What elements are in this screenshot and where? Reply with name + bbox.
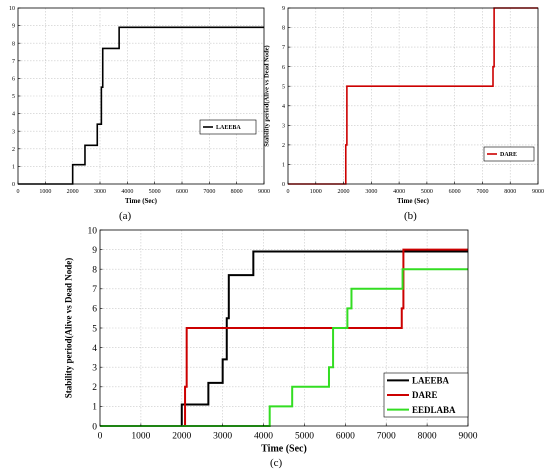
y-tick-label-c-5: 5 (92, 324, 97, 334)
legend-label-a-laeeba: LAEEBA (216, 125, 241, 131)
y-tick-label-a-10: 10 (9, 6, 15, 12)
x-tick-label-c-6: 6000 (336, 432, 355, 442)
y-tick-label-c-9: 9 (92, 246, 97, 256)
x-tick-label-c-5: 5000 (295, 432, 314, 442)
y-tick-label-a-2: 2 (12, 147, 15, 153)
y-tick-label-a-8: 8 (12, 41, 15, 47)
x-tick-label-a-3: 3000 (94, 189, 106, 195)
x-tick-label-a-4: 4000 (121, 189, 133, 195)
x-tick-label-b-6: 6000 (449, 189, 461, 195)
x-axis-label-a: Time (Sec) (125, 197, 158, 205)
x-tick-label-b-2: 2000 (338, 189, 350, 195)
y-tick-label-c-0: 0 (92, 422, 97, 432)
x-axis-label-c: Time (Sec) (261, 444, 307, 455)
series-line-c-laeeba (100, 250, 468, 427)
y-tick-label-b-0: 0 (282, 182, 285, 188)
x-tick-label-b-4: 4000 (393, 189, 405, 195)
y-tick-label-b-9: 9 (282, 6, 285, 12)
series-line-b-dare (288, 7, 538, 185)
y-tick-label-a-6: 6 (12, 77, 15, 83)
caption-b: (b) (404, 210, 417, 222)
y-tick-label-c-3: 3 (92, 364, 97, 374)
y-tick-label-a-0: 0 (12, 182, 15, 188)
legend-label-c-dare: DARE (412, 390, 438, 400)
x-tick-label-c-0: 0 (98, 432, 103, 442)
y-tick-label-a-7: 7 (12, 59, 15, 65)
x-tick-label-a-1: 1000 (39, 189, 51, 195)
series-line-c-eedlaba (100, 268, 468, 427)
caption-a: (a) (119, 210, 132, 222)
y-tick-label-c-4: 4 (92, 344, 97, 354)
x-tick-label-a-0: 0 (17, 189, 20, 195)
x-tick-label-b-0: 0 (287, 189, 290, 195)
x-tick-label-b-5: 5000 (421, 189, 433, 195)
x-tick-label-a-2: 2000 (67, 189, 79, 195)
y-tick-label-a-5: 5 (12, 94, 15, 100)
y-tick-label-a-3: 3 (12, 129, 15, 135)
chart-panel-b: 0 1000 2000 3000 4000 5000 6000 7000 8000 9000 0 1 2… (263, 6, 544, 205)
y-tick-label-b-2: 2 (282, 143, 285, 149)
x-tick-label-c-9: 9000 (459, 432, 478, 442)
y-tick-label-b-3: 3 (282, 123, 285, 129)
x-tick-label-b-3: 3000 (365, 189, 377, 195)
y-tick-label-b-7: 7 (282, 45, 285, 51)
y-tick-label-a-9: 9 (12, 24, 15, 30)
legend-box-b (483, 146, 535, 162)
y-tick-label-a-4: 4 (12, 112, 15, 118)
x-tick-label-a-9: 9000 (258, 189, 270, 195)
chart-panel-a: 0 1000 2000 3000 4000 5000 6000 7000 8000 9000 0 1 2… (0, 6, 270, 205)
y-tick-label-b-5: 5 (282, 84, 285, 90)
chart-panel-c: 0 1000 2000 3000 4000 5000 6000 7000 8000 9000 0 1 2… (63, 226, 477, 454)
legend-label-c-eedlaba: EEDLABA (412, 405, 456, 415)
y-tick-label-a-1: 1 (12, 165, 15, 171)
x-tick-label-b-8: 8000 (504, 189, 516, 195)
y-tick-label-c-6: 6 (92, 305, 97, 315)
y-tick-label-c-2: 2 (92, 383, 97, 393)
caption-c: (c) (270, 457, 283, 469)
y-tick-label-c-10: 10 (88, 226, 98, 236)
x-tick-label-b-9: 9000 (532, 189, 544, 195)
x-tick-label-c-3: 3000 (213, 432, 232, 442)
y-tick-label-c-1: 1 (92, 403, 97, 413)
y-tick-label-c-8: 8 (92, 266, 97, 276)
y-axis-label-c: Stability period(Alive vs Dead Node) (63, 258, 73, 399)
x-tick-label-a-5: 5000 (149, 189, 161, 195)
legend-label-b-dare: DARE (500, 152, 517, 158)
x-axis-label-b: Time (Sec) (397, 197, 430, 205)
legend-label-c-laeeba: LAEEBA (412, 375, 450, 385)
y-tick-label-b-4: 4 (282, 104, 285, 110)
legend-box-a (199, 119, 257, 135)
x-tick-label-b-1: 1000 (310, 189, 322, 195)
x-tick-label-a-6: 6000 (176, 189, 188, 195)
x-tick-label-c-2: 2000 (172, 432, 191, 442)
x-tick-label-a-7: 7000 (203, 189, 215, 195)
y-tick-label-c-7: 7 (92, 285, 97, 295)
axes-frame-b (287, 7, 539, 185)
x-tick-label-c-1: 1000 (131, 432, 150, 442)
y-axis-label-b: Stability period(Alive vs Dead Node) (263, 45, 270, 146)
y-tick-label-b-8: 8 (282, 26, 285, 32)
x-tick-label-b-7: 7000 (476, 189, 488, 195)
y-tick-label-b-6: 6 (282, 65, 285, 71)
x-tick-label-c-8: 8000 (418, 432, 437, 442)
x-tick-label-c-7: 7000 (377, 432, 396, 442)
series-line-a-laeeba (18, 26, 264, 185)
x-tick-label-c-4: 4000 (254, 432, 273, 442)
y-tick-label-b-1: 1 (282, 163, 285, 169)
x-tick-label-a-8: 8000 (231, 189, 243, 195)
